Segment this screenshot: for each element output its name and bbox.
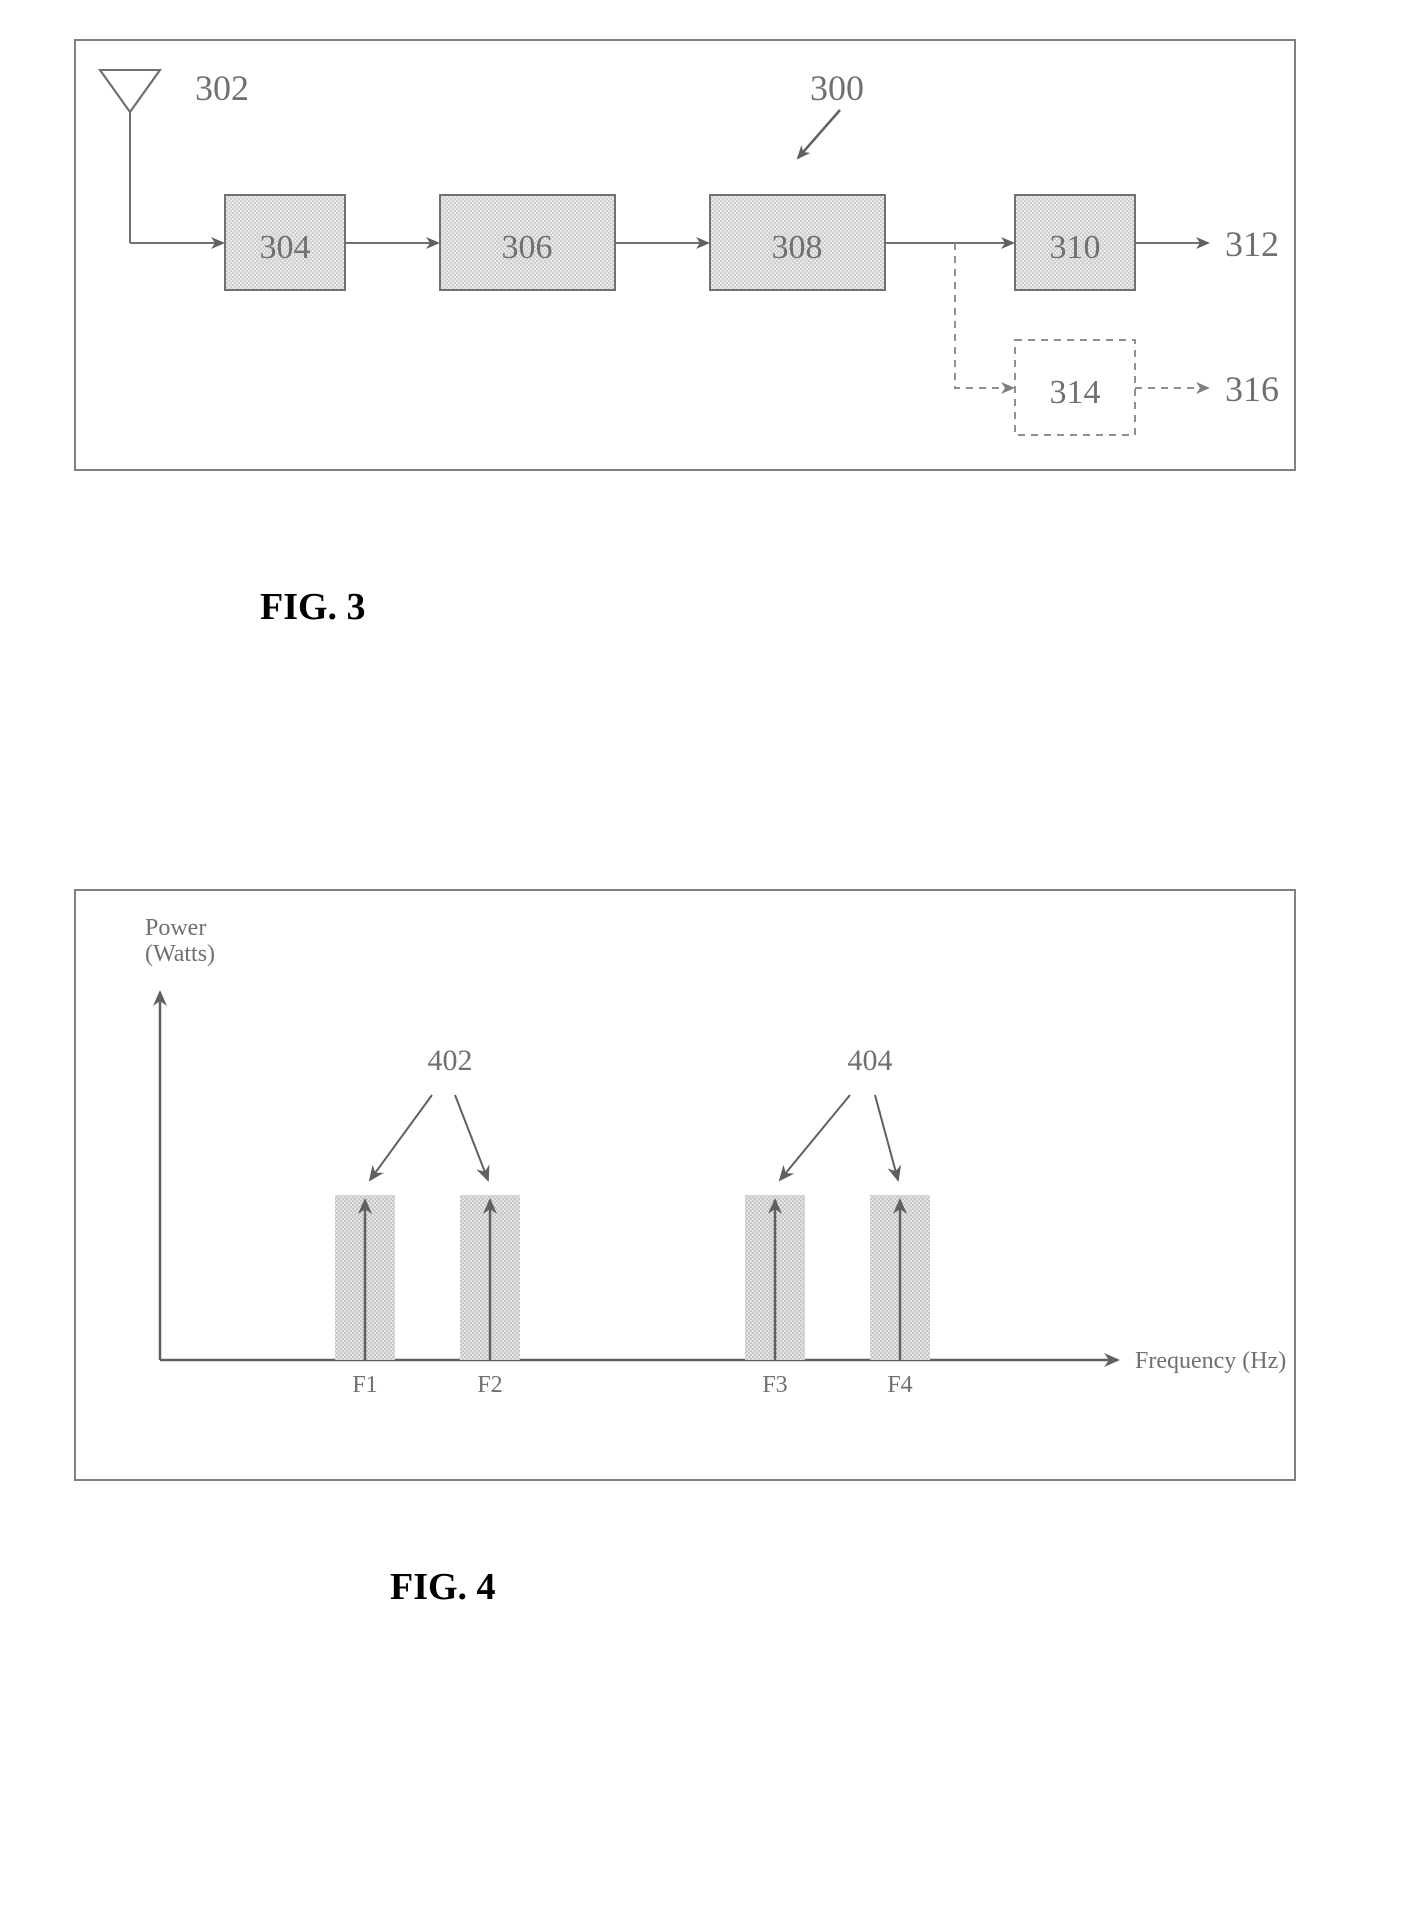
block-314: 314 — [1015, 340, 1135, 435]
group-402-arrow-right — [455, 1095, 488, 1180]
group-404-arrow-left — [780, 1095, 850, 1180]
fig3-svg: 302 300 304 306 308 310 314 — [0, 0, 1412, 520]
system-label: 300 — [810, 68, 864, 108]
ylabel-line1: Power — [145, 915, 206, 941]
block-306: 306 — [440, 195, 615, 290]
output-312: 312 — [1225, 224, 1279, 264]
bar-f2-label: F2 — [477, 1372, 502, 1398]
arrow-split-314 — [955, 243, 1013, 388]
y-axis-label: Power (Watts) — [145, 915, 215, 967]
output-316: 316 — [1225, 369, 1279, 409]
system-arrow — [798, 110, 840, 158]
x-axis-label: Frequency (Hz) — [1135, 1348, 1286, 1374]
group-402-label: 402 — [428, 1044, 473, 1077]
block-304: 304 — [225, 195, 345, 290]
bar-f3-label: F3 — [762, 1372, 787, 1398]
bar-f4-label: F4 — [887, 1372, 912, 1398]
bar-f3: F3 — [745, 1195, 805, 1398]
bar-f4: F4 — [870, 1195, 930, 1398]
group-402-arrow-left — [370, 1095, 432, 1180]
antenna-label: 302 — [195, 68, 249, 108]
block-308: 308 — [710, 195, 885, 290]
antenna — [100, 70, 160, 243]
block-310-label: 310 — [1050, 229, 1101, 266]
block-310: 310 — [1015, 195, 1135, 290]
block-308-label: 308 — [772, 229, 823, 266]
group-404-arrow-right — [875, 1095, 898, 1180]
block-306-label: 306 — [502, 229, 553, 266]
fig4-frame — [75, 890, 1295, 1480]
fig4-svg: Power (Watts) Frequency (Hz) F1 F2 F3 F4… — [0, 880, 1412, 1580]
fig3-caption: FIG. 3 — [260, 585, 366, 629]
bar-f1: F1 — [335, 1195, 395, 1398]
group-404-label: 404 — [848, 1044, 893, 1077]
fig4-caption: FIG. 4 — [390, 1565, 496, 1609]
bar-f1-label: F1 — [352, 1372, 377, 1398]
block-304-label: 304 — [260, 229, 311, 266]
bar-f2: F2 — [460, 1195, 520, 1398]
block-314-label: 314 — [1050, 374, 1101, 411]
ylabel-line2: (Watts) — [145, 941, 215, 967]
